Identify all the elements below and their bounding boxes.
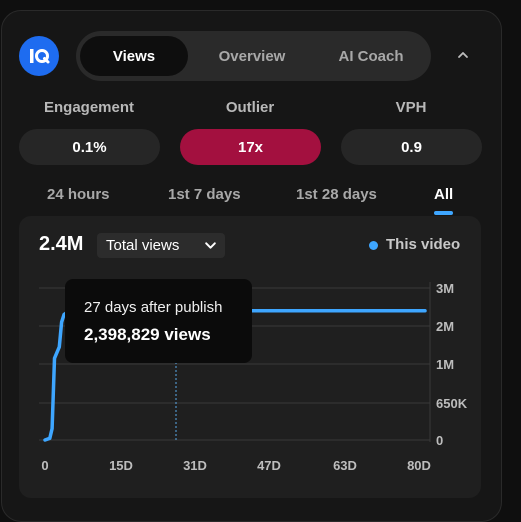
x-tick-label: 63D: [333, 458, 357, 473]
range-active-indicator: [434, 211, 453, 215]
engagement-value: 0.1%: [19, 129, 160, 165]
total-views-value: 2.4M: [39, 233, 84, 255]
y-tick-label: 1M: [436, 357, 454, 372]
metric-dropdown[interactable]: Total views: [97, 233, 225, 258]
y-tick-label: 3M: [436, 281, 454, 296]
x-tick-label: 31D: [183, 458, 207, 473]
x-tick-label: 80D: [407, 458, 431, 473]
vph-label: VPH: [395, 99, 427, 116]
x-tick-label: 0: [41, 458, 48, 473]
range-tab-1st-7-days[interactable]: 1st 7 days: [168, 186, 241, 203]
y-tick-label: 0: [436, 433, 443, 448]
outlier-label: Outlier: [225, 99, 275, 116]
chart-tooltip: 27 days after publish 2,398,829 views: [65, 279, 252, 363]
range-tab-24-hours[interactable]: 24 hours: [47, 186, 110, 203]
engagement-label: Engagement: [43, 99, 134, 116]
metric-dropdown-label: Total views: [106, 237, 180, 254]
range-tab-1st-28-days[interactable]: 1st 28 days: [296, 186, 377, 203]
views-line-chart[interactable]: 0 650K 1M 2M 3M 0 15D 31D 47D 63D 80D: [0, 0, 521, 508]
x-tick-label: 15D: [109, 458, 133, 473]
view-switcher: Views Overview AI Coach: [76, 31, 431, 81]
tab-ai-coach[interactable]: AI Coach: [338, 47, 404, 65]
x-tick-label: 47D: [257, 458, 281, 473]
app-logo-icon[interactable]: [19, 36, 59, 76]
legend-this-video: This video: [386, 236, 461, 253]
legend-marker: [369, 241, 378, 250]
tooltip-days: 27 days after publish: [84, 299, 223, 316]
range-tab-all[interactable]: All: [434, 186, 454, 203]
tab-views[interactable]: Views: [80, 36, 188, 76]
chevron-down-icon: [205, 242, 216, 249]
y-tick-label: 2M: [436, 319, 454, 334]
outlier-value: 17x: [180, 129, 321, 165]
y-tick-label: 650K: [436, 396, 468, 411]
tab-overview[interactable]: Overview: [218, 47, 286, 65]
vph-value: 0.9: [341, 129, 482, 165]
collapse-chevron-up-icon[interactable]: [452, 44, 474, 66]
tooltip-views: 2,398,829 views: [84, 325, 211, 344]
